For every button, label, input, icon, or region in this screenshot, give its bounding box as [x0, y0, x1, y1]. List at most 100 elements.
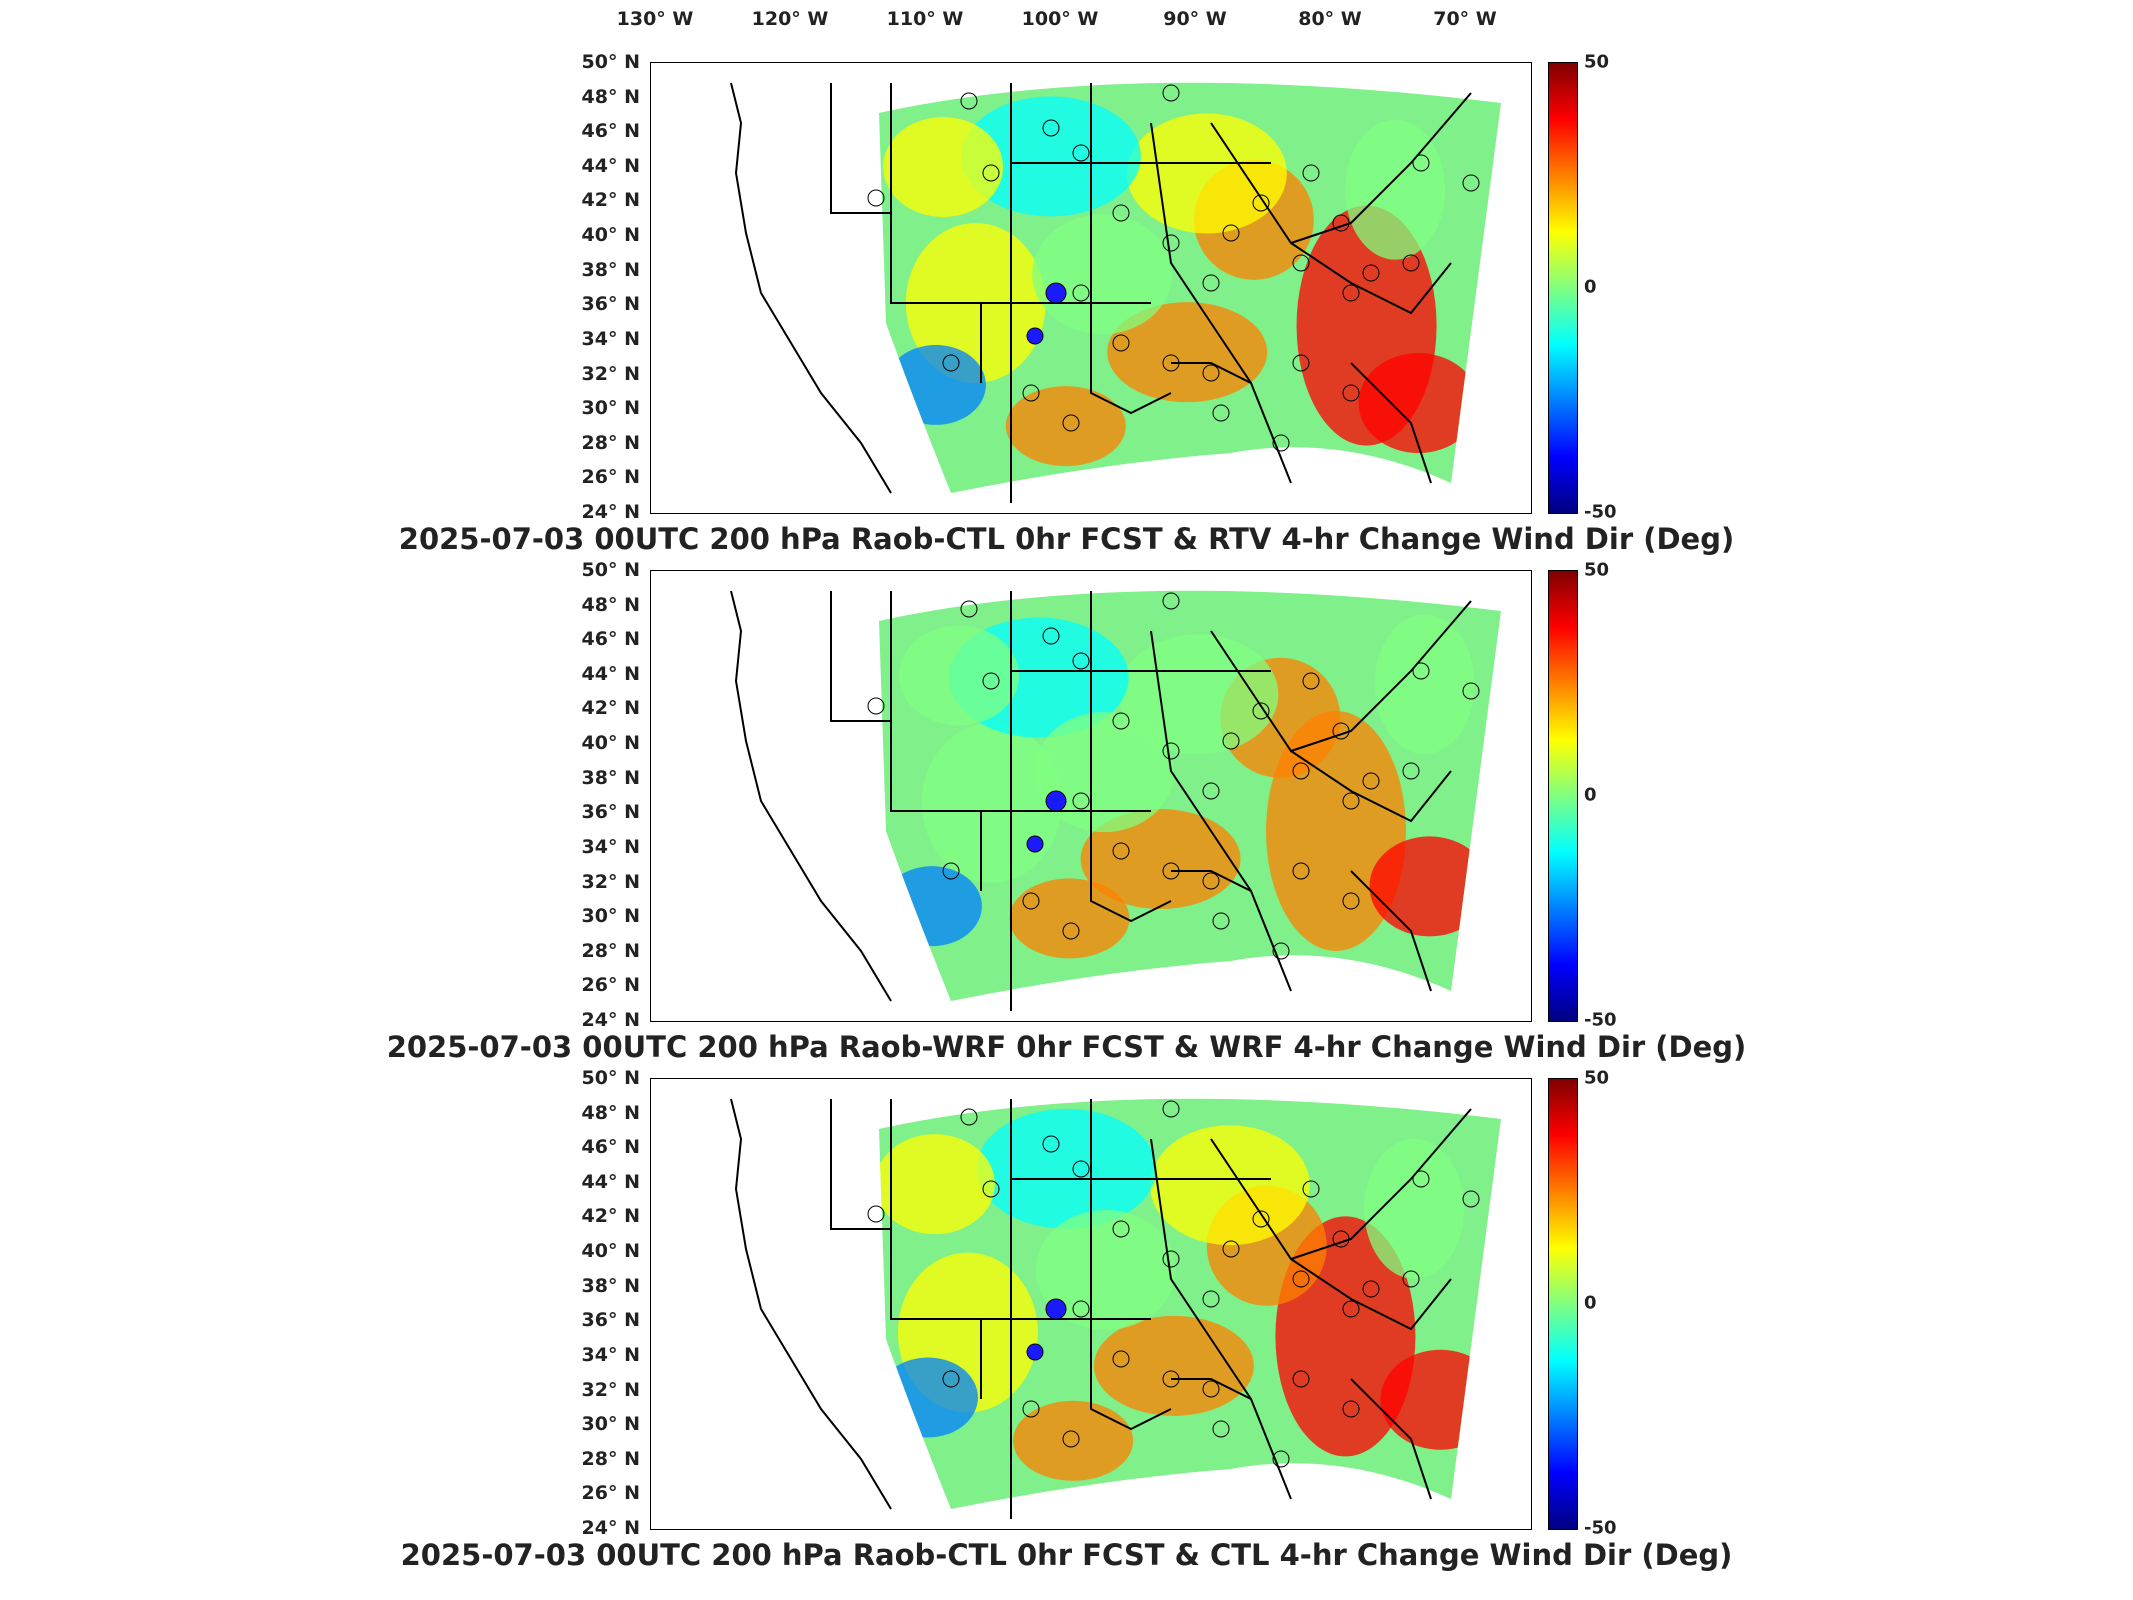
field-blob — [1080, 809, 1241, 910]
field-blob — [885, 344, 986, 425]
raob-station-marker — [867, 189, 885, 207]
field-blob — [1093, 1315, 1254, 1416]
raob-station-marker — [1222, 732, 1240, 750]
lat-label: 40° N — [581, 732, 640, 755]
raob-station-marker — [1252, 1210, 1270, 1228]
boundary-line — [1210, 92, 1472, 245]
lat-label: 50° N — [581, 1067, 640, 1089]
lat-label: 46° N — [581, 1136, 640, 1159]
boundary-line — [1150, 1138, 1292, 1500]
raob-station-marker — [1022, 892, 1040, 910]
raob-station-marker — [1112, 204, 1130, 222]
lat-label: 44° N — [581, 1170, 640, 1193]
lat-label: 42° N — [581, 189, 640, 212]
lon-label: 80° W — [1298, 8, 1362, 30]
raob-station-marker — [1072, 1160, 1090, 1178]
raob-station-marker — [1212, 404, 1230, 422]
panel-title: 2025-07-03 00UTC 200 hPa Raob-CTL 0hr FC… — [400, 1538, 1733, 1572]
lat-label: 30° N — [581, 1413, 640, 1436]
boundary-line — [730, 1098, 892, 1510]
raob-station-marker — [1342, 892, 1360, 910]
field-blob — [1013, 1400, 1134, 1481]
lat-label: 42° N — [581, 1205, 640, 1228]
map-plot — [650, 1078, 1532, 1530]
boundary-line — [1090, 83, 1172, 415]
raob-station-marker — [867, 1205, 885, 1223]
raob-station-marker — [1292, 862, 1310, 880]
lat-label: 38° N — [581, 1274, 640, 1297]
colorbar-mid-label: 0 — [1584, 276, 1597, 298]
lat-label: 28° N — [581, 1447, 640, 1470]
raob-station-marker — [1292, 1370, 1310, 1388]
boundary-line — [1350, 362, 1432, 484]
raob-station-marker — [960, 600, 978, 618]
lat-label: 34° N — [581, 835, 640, 858]
raob-station-marker — [1022, 1400, 1040, 1418]
lat-label: 44° N — [581, 154, 640, 177]
raob-station-marker — [1292, 1270, 1310, 1288]
lat-label: 48° N — [581, 1101, 640, 1124]
lat-label: 36° N — [581, 801, 640, 824]
raob-station-marker — [942, 354, 960, 372]
raob-station-marker — [1062, 1430, 1080, 1448]
map-plot — [650, 62, 1532, 514]
raob-station-filled-marker — [1026, 327, 1044, 345]
panel-title: 2025-07-03 00UTC 200 hPa Raob-WRF 0hr FC… — [386, 1030, 1747, 1064]
raob-station-marker — [982, 1180, 1000, 1198]
boundary-line — [1171, 362, 1252, 384]
raob-station-marker — [1342, 284, 1360, 302]
raob-station-marker — [1272, 434, 1290, 452]
raob-station-marker — [1112, 334, 1130, 352]
lat-label: 36° N — [581, 293, 640, 316]
boundary-line — [1090, 1099, 1172, 1431]
raob-station-marker — [1162, 1250, 1180, 1268]
raob-station-marker — [1202, 1380, 1220, 1398]
raob-station-marker — [960, 1108, 978, 1126]
boundary-line — [830, 591, 982, 891]
raob-station-marker — [1402, 762, 1420, 780]
raob-station-marker — [1302, 672, 1320, 690]
boundary-line — [1210, 1108, 1472, 1261]
colorbar — [1548, 570, 1578, 1022]
lat-label: 26° N — [581, 974, 640, 997]
colorbar-min-label: -50 — [1584, 1517, 1617, 1539]
raob-station-marker — [1462, 174, 1480, 192]
raob-station-marker — [1252, 702, 1270, 720]
map-svg — [730, 590, 1501, 1011]
lon-label: 130° W — [616, 8, 694, 30]
raob-station-marker — [1342, 1300, 1360, 1318]
raob-station-marker — [1162, 742, 1180, 760]
colorbar — [1548, 62, 1578, 514]
lat-label: 24° N — [581, 1517, 640, 1539]
raob-station-marker — [1332, 1230, 1350, 1248]
chart-panel-2: 50° N 48° N 46° N 44° N 42° N 40° N 38° N 36° N… — [0, 508, 2133, 1064]
raob-station-marker — [1072, 144, 1090, 162]
field-blob — [1107, 302, 1268, 403]
lat-label: 32° N — [581, 362, 640, 385]
boundary-line — [830, 1099, 982, 1399]
raob-station-marker — [1412, 662, 1430, 680]
raob-station-marker — [1342, 384, 1360, 402]
boundary-line — [1150, 630, 1292, 992]
raob-station-marker — [942, 1370, 960, 1388]
field-blob — [1034, 712, 1175, 833]
raob-station-marker — [1252, 194, 1270, 212]
lat-label: 36° N — [581, 1309, 640, 1332]
raob-station-filled-marker — [1045, 1298, 1067, 1320]
wind-dir-field — [879, 590, 1501, 1001]
field-blob — [1369, 836, 1490, 937]
raob-station-marker — [1042, 627, 1060, 645]
lat-label: 48° N — [581, 85, 640, 108]
lat-label: 30° N — [581, 905, 640, 928]
colorbar-max-label: 50 — [1584, 559, 1610, 581]
raob-station-marker — [1112, 842, 1130, 860]
lat-label: 28° N — [581, 939, 640, 962]
raob-station-marker — [1342, 792, 1360, 810]
raob-station-marker — [942, 862, 960, 880]
lat-label: 34° N — [581, 1343, 640, 1366]
raob-station-marker — [1412, 1170, 1430, 1188]
lat-label: 32° N — [581, 1378, 640, 1401]
map-plot — [650, 570, 1532, 1022]
boundary-line — [1290, 750, 1452, 823]
raob-station-marker — [1042, 119, 1060, 137]
